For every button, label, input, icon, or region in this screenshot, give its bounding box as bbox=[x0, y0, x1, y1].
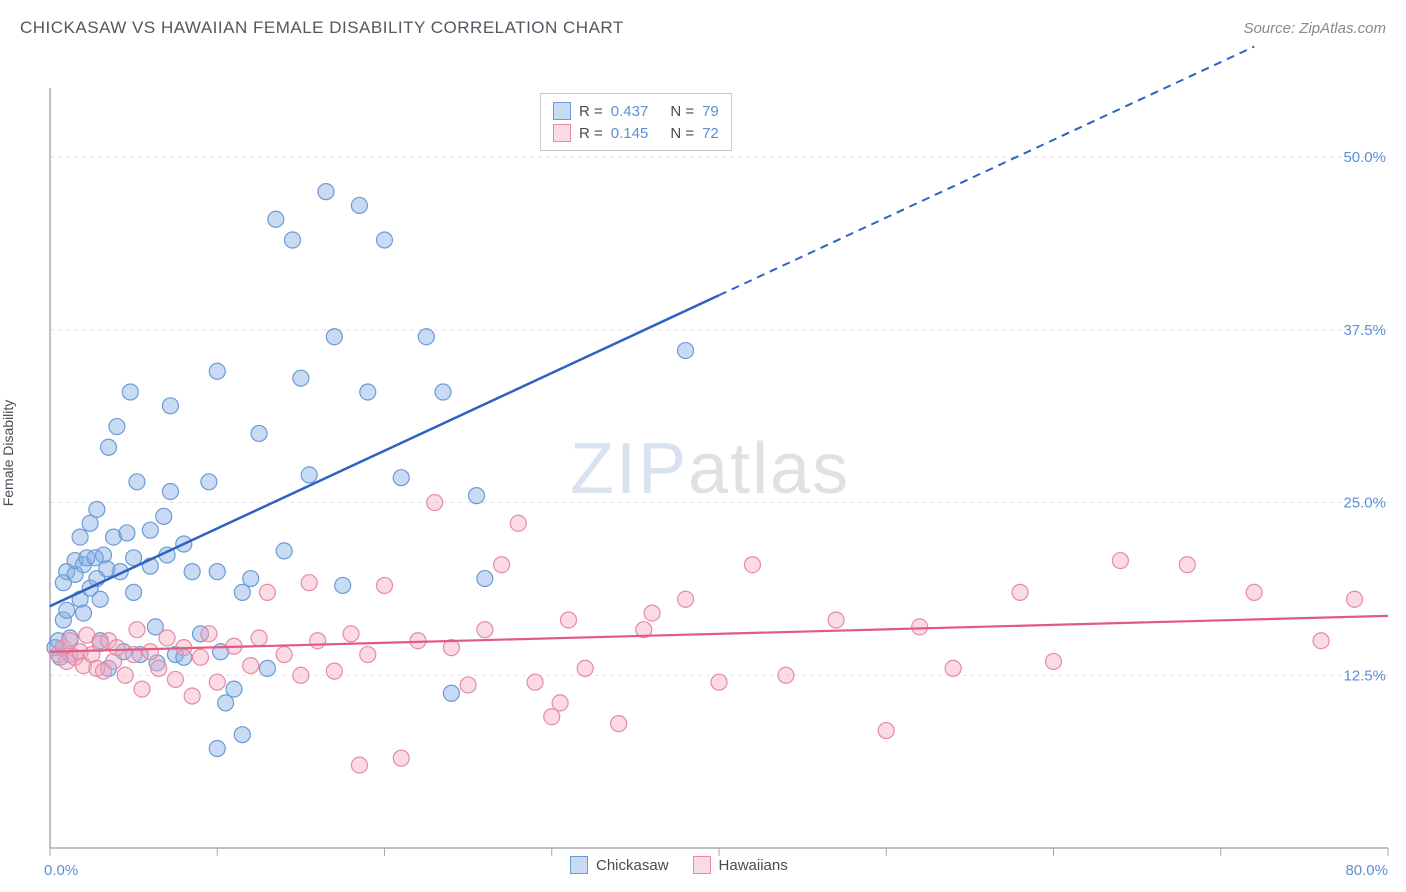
legend-swatch-icon bbox=[693, 856, 711, 874]
legend-swatch-icon bbox=[553, 102, 571, 120]
x-axis-max-label: 80.0% bbox=[1345, 862, 1388, 879]
svg-text:50.0%: 50.0% bbox=[1343, 149, 1386, 166]
legend-stat-row: R = 0.145N = 72 bbox=[553, 122, 719, 144]
legend-series-item: Hawaiians bbox=[693, 856, 788, 874]
chart-container: Female Disability 12.5%25.0%37.5%50.0% Z… bbox=[0, 38, 1406, 868]
chart-title: CHICKASAW VS HAWAIIAN FEMALE DISABILITY … bbox=[20, 18, 624, 38]
legend-statistics: R = 0.437N = 79R = 0.145N = 72 bbox=[540, 93, 732, 151]
chart-source: Source: ZipAtlas.com bbox=[1243, 20, 1386, 37]
x-axis-min-label: 0.0% bbox=[44, 862, 78, 879]
svg-text:37.5%: 37.5% bbox=[1343, 322, 1386, 339]
y-axis-label: Female Disability bbox=[0, 400, 16, 507]
legend-swatch-icon bbox=[553, 124, 571, 142]
scatter-plot: 12.5% 25.0% 37.5% 50.0% bbox=[0, 38, 1406, 868]
legend-swatch-icon bbox=[570, 856, 588, 874]
legend-series-item: Chickasaw bbox=[570, 856, 669, 874]
legend-stat-row: R = 0.437N = 79 bbox=[553, 100, 719, 122]
legend-series: Chickasaw Hawaiians bbox=[570, 856, 788, 874]
svg-text:25.0%: 25.0% bbox=[1343, 495, 1386, 512]
svg-text:12.5%: 12.5% bbox=[1343, 667, 1386, 684]
